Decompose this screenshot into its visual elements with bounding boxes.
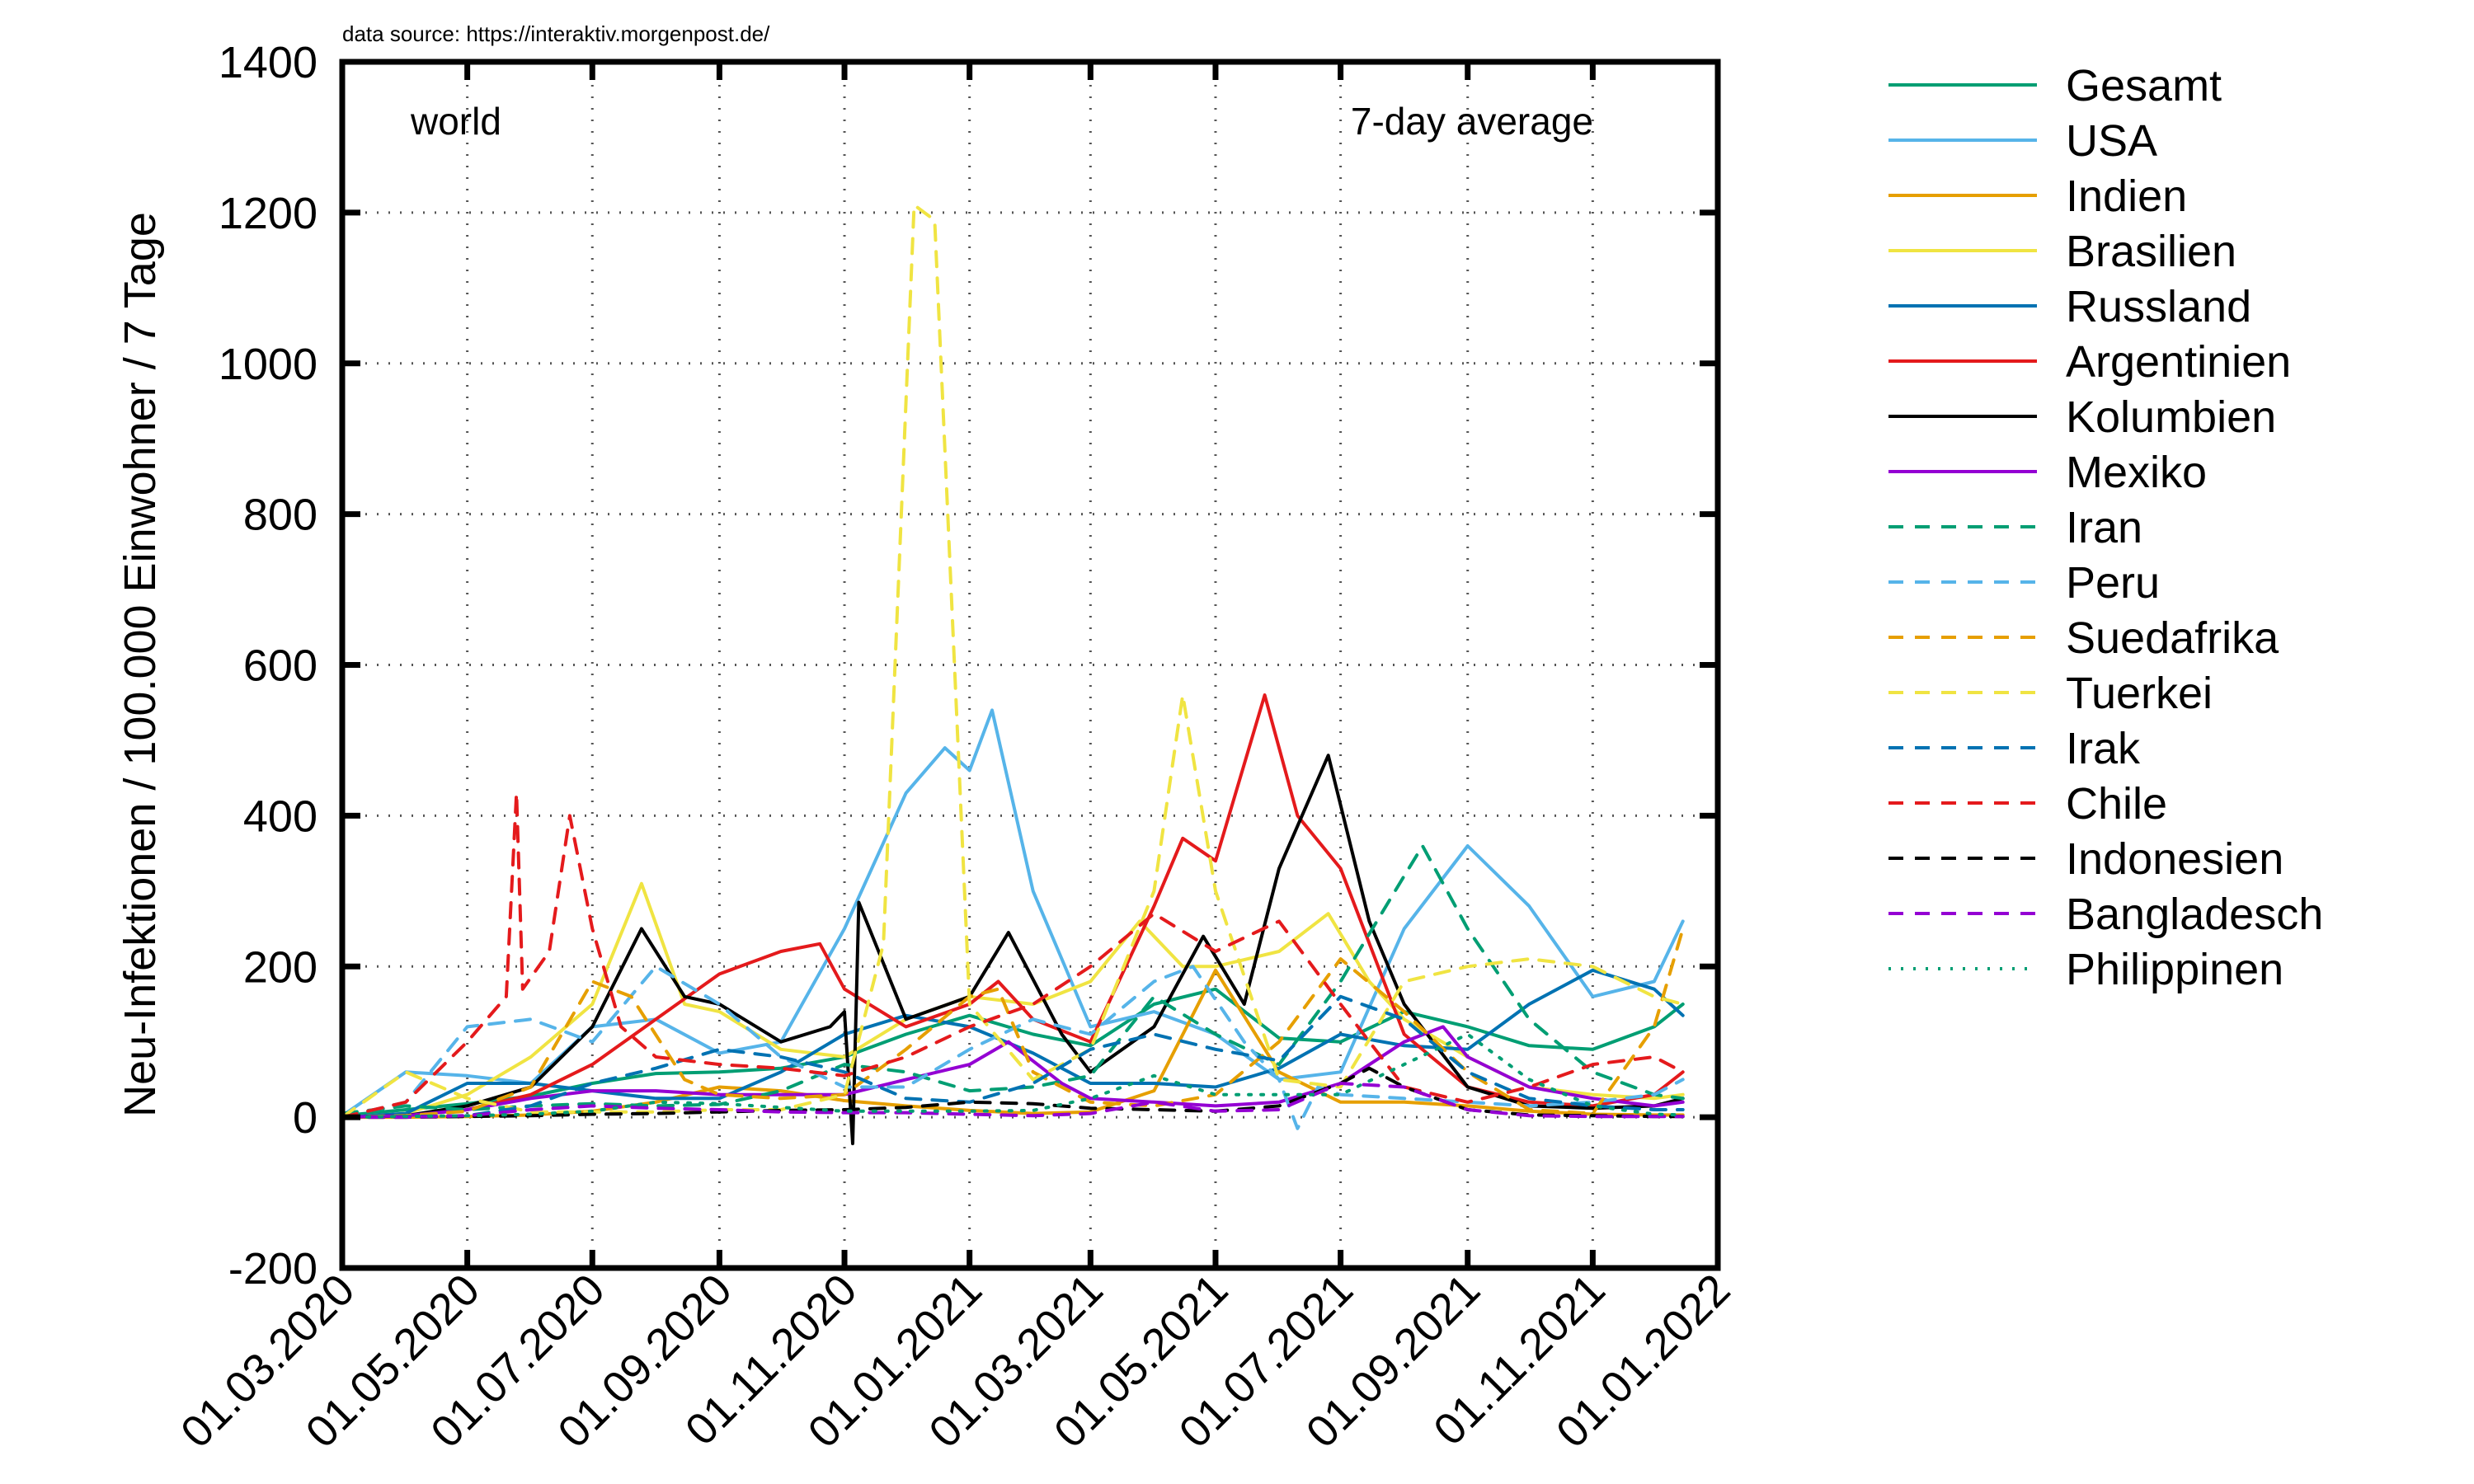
grid: [342, 62, 1718, 1268]
legend-label-indien: Indien: [2066, 171, 2187, 221]
region-label: world: [410, 100, 501, 143]
y-tick-label: 200: [243, 942, 317, 992]
series-line-kolumbien: [341, 754, 1685, 1146]
y-tick-label: 800: [243, 491, 317, 540]
legend-label-bangladesch: Bangladesch: [2066, 890, 2323, 939]
legend-label-mexiko: Mexiko: [2066, 448, 2207, 497]
legend-label-suedafrika: Suedafrika: [2066, 613, 2279, 663]
source-note: data source: https://interaktiv.morgenpo…: [342, 21, 770, 46]
y-tick-label: 1200: [219, 189, 317, 238]
series-line-philippinen: [341, 1032, 1685, 1120]
legend-label-gesamt: Gesamt: [2066, 61, 2222, 110]
x-tick-labels: 01.03.202001.05.202001.07.202001.09.2020…: [172, 1265, 1740, 1458]
series-line-peru: [341, 965, 1685, 1130]
y-tick-labels: -200 0 200 400 600 800 1000 1200 1400: [219, 38, 317, 1294]
series-line-chile: [341, 791, 1685, 1120]
legend-label-kolumbien: Kolumbien: [2066, 392, 2276, 442]
series-layer: [341, 203, 1685, 1146]
legend-label-irak: Irak: [2066, 724, 2141, 773]
average-label: 7-day average: [1351, 100, 1593, 143]
legend-label-peru: Peru: [2066, 558, 2160, 608]
series-line-mexiko: [341, 1025, 1685, 1120]
series-line-indonesien: [341, 1066, 1685, 1120]
legend-label-russland: Russland: [2066, 282, 2251, 331]
ticks: [339, 59, 1721, 1271]
series-line-tuerkei: [341, 203, 1685, 1120]
y-tick-label: -200: [228, 1244, 317, 1294]
legend-label-usa: USA: [2066, 116, 2157, 166]
y-tick-label: 600: [243, 641, 317, 691]
series-line-iran: [341, 844, 1685, 1115]
y-tick-label: 0: [293, 1093, 317, 1143]
y-tick-label: 400: [243, 791, 317, 841]
legend-label-chile: Chile: [2066, 779, 2167, 829]
legend-label-indonesien: Indonesien: [2066, 834, 2284, 884]
series-line-suedafrika: [341, 927, 1685, 1120]
series-line-russland: [341, 968, 1685, 1120]
y-axis-label: Neu-Infektionen / 100.000 Einwohner / 7 …: [115, 212, 165, 1117]
legend-label-argentinien: Argentinien: [2066, 337, 2291, 387]
legend-label-philippinen: Philippinen: [2066, 945, 2284, 994]
y-tick-label: 1400: [219, 38, 317, 87]
y-tick-label: 1000: [219, 340, 317, 389]
legend-label-tuerkei: Tuerkei: [2066, 669, 2213, 718]
series-line-bangladesch: [341, 1082, 1685, 1120]
legend-label-brasilien: Brasilien: [2066, 227, 2236, 276]
legend-label-iran: Iran: [2066, 503, 2142, 552]
